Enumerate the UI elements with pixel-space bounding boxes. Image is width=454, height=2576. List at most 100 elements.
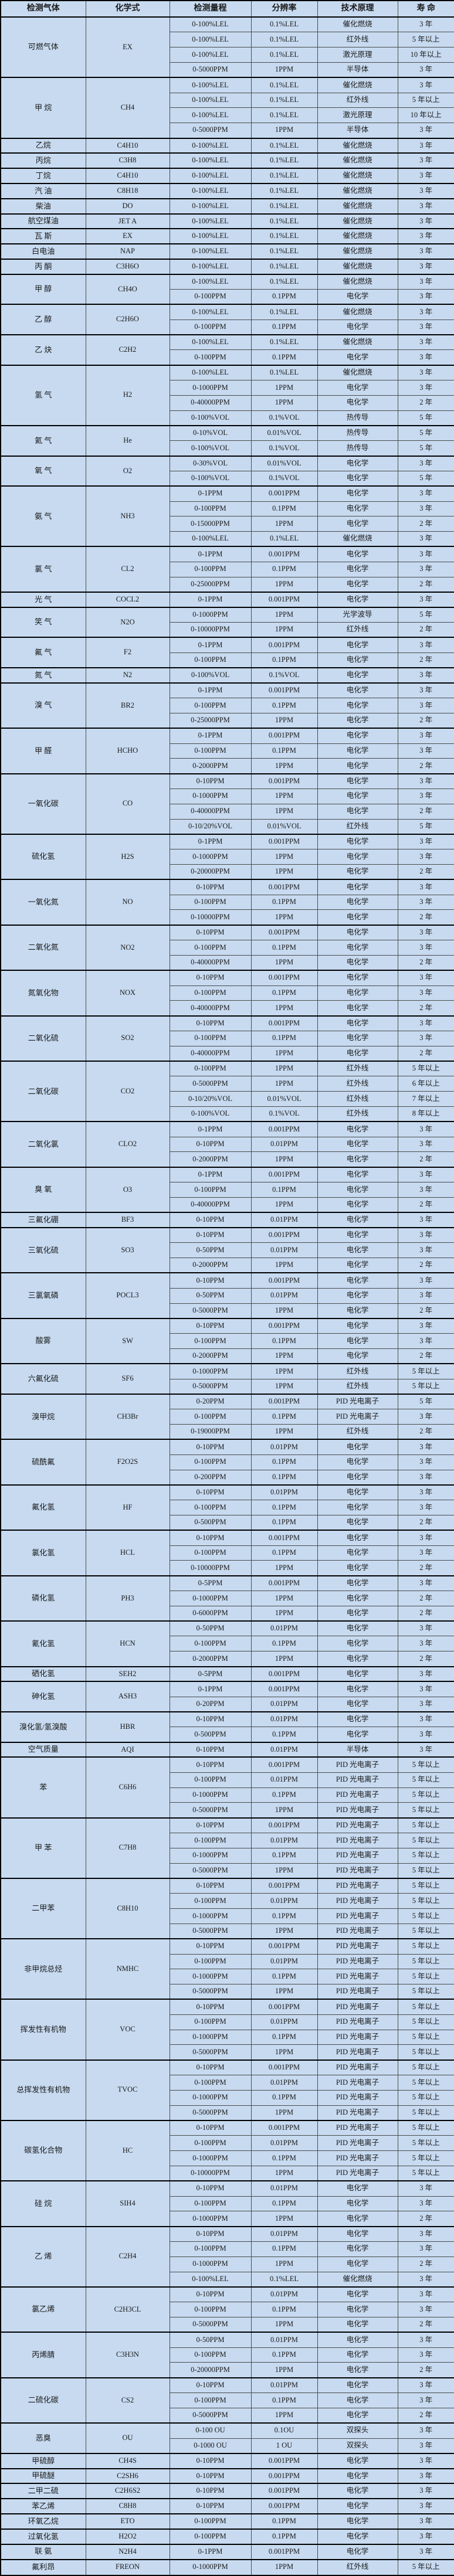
principle-cell: 光学波导 [317, 606, 398, 623]
range-cell: 0-1PPM [169, 2543, 252, 2560]
gas-group-row: 联 氨 N2H4 0-1PPM 0.001PPM 电化学 3 年 [0, 2543, 454, 2560]
range-cell: 0-100PPM [169, 985, 252, 1001]
lifespan-cell: 3 年 [397, 1575, 454, 1591]
resolution-cell: 0.001PPM [250, 591, 318, 608]
resolution-cell: 0.1PPM [250, 1545, 318, 1561]
lifespan-cell: 3 年 [397, 198, 454, 215]
lifespan-cell: 5 年以上 [397, 1877, 454, 1894]
gas-name-cell: 氯乙烯 [0, 2286, 86, 2333]
gas-spec-row: 0-100PPM 0.1PPM 电化学 3 年 [1, 698, 454, 713]
principle-cell: PID 光电离子 [317, 1953, 398, 1970]
gas-name-cell: 六氟化硫 [0, 1363, 86, 1395]
principle-cell: 电化学 [317, 1287, 398, 1304]
range-cell: 0-100%LEL [169, 92, 252, 108]
resolution-cell: 0.001PPM [250, 833, 318, 850]
column-header-lifespan: 寿 命 [397, 0, 454, 18]
range-cell: 0-1000PPM [169, 1363, 252, 1379]
formula-cell: C7H8 [85, 1817, 170, 1879]
gas-name-cell: 臭 氧 [0, 1166, 86, 1213]
lifespan-cell: 2 年 [397, 1000, 454, 1017]
gas-spec-row: 0-100PPM 0.1PPM 电化学 3 年 [1, 1030, 454, 1046]
range-cell: 0-10PPM [169, 1227, 252, 1243]
range-cell: 0-10PPM [169, 1999, 252, 2015]
formula-cell: C3H6O [85, 259, 170, 275]
range-cell: 0-1PPM [169, 833, 252, 850]
gas-spec-row: 0-100PPM 0.1PPM 电化学 3 年 [1, 985, 454, 1001]
resolution-cell: 0.1PPM [250, 1454, 318, 1470]
range-cell: 0-100%LEL [169, 364, 252, 380]
lifespan-cell: 5 年以上 [397, 2044, 454, 2061]
gas-group-row: 汽 油 C8H18 0-100%LEL 0.1%LEL 催化燃烧 3 年 [0, 182, 454, 199]
principle-cell: 电化学 [317, 849, 398, 865]
range-cell: 0-5000PPM [169, 1863, 252, 1879]
gas-group-row: 苯乙烯 C8H8 0-10PPM 0.001PPM 电化学 3 年 [0, 2498, 454, 2514]
resolution-cell: 0.1PPM [250, 743, 318, 759]
principle-cell: PID 光电离子 [317, 2029, 398, 2045]
range-cell: 0-100PPM [169, 652, 252, 668]
formula-cell: POCL3 [85, 1272, 170, 1319]
lifespan-cell: 2 年 [397, 2256, 454, 2272]
resolution-cell: 0.001PPM [250, 1530, 318, 1546]
range-cell: 0-1000PPM [169, 1847, 252, 1864]
resolution-cell: 0.1%LEL [250, 107, 318, 124]
lifespan-cell: 3 年 [397, 743, 454, 759]
range-cell: 0-500PPM [169, 1514, 252, 1531]
resolution-cell: 0.001PPM [250, 2452, 318, 2469]
gas-name-cell: 联 氨 [0, 2543, 86, 2560]
formula-cell: C2H3CL [85, 2286, 170, 2333]
range-cell: 0-1PPM [169, 1166, 252, 1183]
gas-group-row: 三氧化硫 SO3 0-10PPM 0.001PPM 电化学 3 年 [0, 1226, 454, 1273]
range-cell: 0-5000PPM [169, 123, 252, 138]
gas-name-cell: 甲 烷 [0, 77, 86, 139]
resolution-cell: 0.1%LEL [250, 213, 318, 229]
gas-spec-row: 0-10000PPM 1PPM 红外线 2 年 [1, 622, 454, 638]
range-cell: 0-100PPM [169, 561, 252, 577]
resolution-cell: 0.01PPM [250, 1439, 318, 1455]
gas-group-row: 六氟化硫 SF6 0-1000PPM 1PPM 红外线 5 年以上 [0, 1363, 454, 1395]
range-cell: 0-100%LEL [169, 107, 252, 124]
gas-group-row: 砷化氢 ASH3 0-1PPM 0.001PPM 电化学 3 年 [0, 1681, 454, 1712]
lifespan-cell: 3 年 [397, 2286, 454, 2303]
resolution-cell: 1PPM [250, 864, 318, 880]
gas-group-row: 环氧乙烷 ETO 0-100PPM 0.1PPM 电化学 3 年 [0, 2513, 454, 2530]
lifespan-cell: 3 年 [397, 637, 454, 653]
formula-cell: PH3 [85, 1575, 170, 1622]
lifespan-cell: 5 年以上 [397, 2119, 454, 2136]
resolution-cell: 1PPM [250, 2317, 318, 2333]
principle-cell: 电化学 [317, 2468, 398, 2484]
formula-cell: ASH3 [85, 1681, 170, 1712]
principle-cell: 电化学 [317, 1348, 398, 1364]
principle-cell: 电化学 [317, 940, 398, 956]
gas-name-cell: 挥发性有机物 [0, 1999, 86, 2061]
range-cell: 0-100PPM [169, 2393, 252, 2408]
gas-spec-row: 0-2000PPM 1PPM 电化学 2 年 [1, 1651, 454, 1667]
lifespan-cell: 3 年 [397, 2196, 454, 2212]
formula-cell: SO2 [85, 1015, 170, 1062]
principle-cell: 激光原理 [317, 107, 398, 124]
resolution-cell: 1PPM [250, 516, 318, 532]
gas-name-cell: 氮氧化物 [0, 970, 86, 1017]
gas-spec-row: 0-20000PPM 1PPM 电化学 2 年 [1, 2362, 454, 2378]
resolution-cell: 1PPM [250, 803, 318, 820]
range-cell: 0-100PPM [169, 2196, 252, 2212]
principle-cell: 半导体 [317, 123, 398, 138]
range-cell: 0-10PPM [169, 924, 252, 941]
resolution-cell: 1PPM [250, 849, 318, 865]
resolution-cell: 0.001PPM [250, 2543, 318, 2560]
range-cell: 0-10000PPM [169, 622, 252, 638]
lifespan-cell: 3 年 [397, 334, 454, 351]
principle-cell: 红外线 [317, 1076, 398, 1092]
resolution-cell: 0.001PPM [250, 970, 318, 986]
principle-cell: 红外线 [317, 1378, 398, 1395]
formula-cell: SO3 [85, 1226, 170, 1273]
range-cell: 0-10PPM [169, 2059, 252, 2075]
principle-cell: 电化学 [317, 667, 398, 684]
lifespan-cell: 3 年 [397, 1711, 454, 1728]
formula-cell: NO [85, 879, 170, 926]
gas-name-cell: 氢 气 [0, 364, 86, 426]
gas-name-cell: 笑 气 [0, 606, 86, 638]
resolution-cell: 1PPM [250, 1378, 318, 1395]
lifespan-cell: 3 年 [397, 1696, 454, 1712]
principle-cell: 电化学 [317, 1212, 398, 1228]
range-cell: 0-10PPM [169, 1711, 252, 1728]
